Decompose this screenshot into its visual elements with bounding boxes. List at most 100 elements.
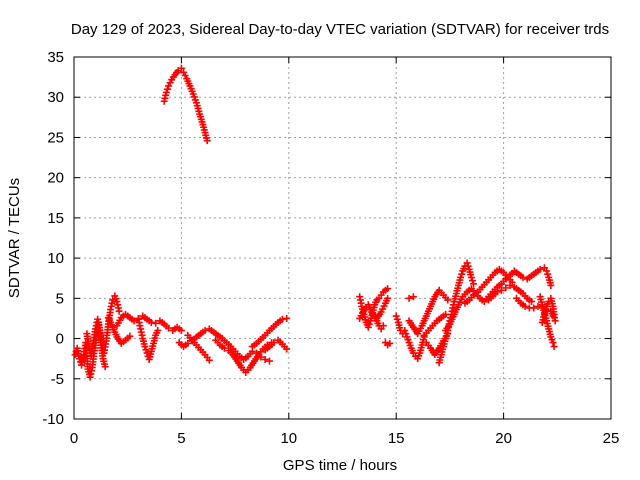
series-right-c (371, 312, 387, 333)
data-point-marker (152, 319, 160, 327)
data-point-marker (467, 273, 475, 281)
data-point-marker (201, 327, 209, 335)
data-point-marker (126, 332, 134, 340)
data-point-marker (536, 265, 544, 273)
data-point-marker (470, 280, 478, 288)
data-point-marker (283, 314, 291, 322)
series-peak-arc (160, 64, 211, 145)
data-point-marker (261, 355, 269, 363)
data-point-marker (270, 339, 278, 347)
data-point-marker (365, 320, 373, 328)
x-tick-label: 15 (388, 430, 405, 447)
data-point-marker (444, 296, 452, 304)
data-point-marker (497, 286, 505, 294)
data-point-marker (115, 307, 123, 315)
y-tick-label: 15 (47, 210, 64, 227)
data-point-marker (493, 288, 501, 296)
data-point-marker (502, 284, 510, 292)
y-tick-label: 30 (47, 89, 64, 106)
y-tick-labels: -10 -5 0 5 10 15 20 25 30 35 (42, 49, 64, 428)
data-point-marker (278, 315, 286, 323)
data-point-marker (547, 281, 555, 289)
data-point-marker (464, 262, 472, 270)
data-point-marker (402, 330, 410, 338)
data-markers (71, 64, 559, 381)
y-tick-label: 20 (47, 170, 64, 187)
data-point-marker (143, 349, 151, 357)
y-tick-label: -5 (51, 371, 64, 388)
series-low-e (104, 314, 134, 347)
data-point-marker (409, 293, 417, 301)
x-tick-label: 25 (603, 430, 620, 447)
series-right-l (461, 265, 516, 307)
data-point-marker (458, 270, 466, 278)
data-point-marker (379, 322, 387, 330)
x-tick-label: 0 (70, 430, 78, 447)
data-point-marker (544, 270, 552, 278)
data-point-marker (109, 296, 117, 304)
series-low-c (113, 310, 185, 335)
data-point-marker (142, 346, 150, 354)
x-tick-label: 5 (177, 430, 185, 447)
data-point-marker (364, 323, 372, 331)
data-point-marker (203, 137, 211, 145)
series-right-h (420, 310, 450, 339)
y-tick-label: -10 (42, 411, 64, 428)
x-tick-labels: 0 5 10 15 20 25 (70, 430, 620, 447)
data-point-marker (392, 312, 400, 320)
data-point-marker (457, 273, 465, 281)
x-tick-label: 20 (495, 430, 512, 447)
data-point-marker (177, 327, 185, 335)
data-point-marker (101, 363, 109, 371)
data-point-marker (393, 315, 401, 323)
data-point-marker (165, 324, 173, 332)
data-point-marker (75, 355, 83, 363)
data-point-marker (177, 64, 185, 72)
axis-ticks (73, 56, 612, 420)
plot-frame (73, 56, 612, 420)
data-point-marker (163, 85, 171, 93)
data-point-marker (521, 302, 529, 310)
grid-lines (74, 57, 611, 419)
y-tick-label: 10 (47, 250, 64, 267)
data-point-marker (463, 259, 471, 267)
data-point-marker (265, 357, 273, 365)
series-right-q (538, 294, 559, 326)
data-point-marker (205, 356, 213, 364)
series-low-g (184, 331, 213, 364)
data-point-marker (141, 343, 149, 351)
y-tick-label: 5 (56, 290, 64, 307)
data-point-marker (283, 345, 291, 353)
data-point-marker (549, 339, 557, 347)
data-point-marker (506, 281, 514, 289)
data-point-marker (551, 317, 559, 325)
data-point-marker (71, 351, 79, 359)
series-low-j (261, 336, 291, 354)
series-low-h (212, 336, 276, 376)
series-right-k (442, 268, 518, 335)
data-point-marker (468, 277, 476, 285)
data-point-marker (384, 285, 392, 293)
data-point-marker (534, 302, 542, 310)
data-point-marker (220, 344, 228, 352)
data-point-marker (162, 88, 170, 96)
y-tick-label: 0 (56, 331, 64, 348)
data-point-marker (184, 339, 192, 347)
series-right-d (381, 339, 394, 349)
data-point-marker (550, 343, 558, 351)
data-point-marker (543, 267, 551, 275)
x-axis-label: GPS time / hours (283, 457, 397, 474)
data-point-marker (386, 339, 394, 347)
chart-title: Day 129 of 2023, Sidereal Day-to-day VTE… (71, 21, 609, 38)
series-low-d (134, 315, 162, 363)
data-point-marker (384, 294, 392, 302)
data-point-marker (405, 294, 413, 302)
data-point-marker (401, 327, 409, 335)
data-point-marker (528, 298, 536, 306)
y-axis-label: SDTVAR / TECUs (6, 178, 23, 298)
x-tick-label: 10 (280, 430, 297, 447)
data-point-marker (519, 273, 527, 281)
data-point-marker (154, 327, 162, 335)
series-right-g (405, 286, 452, 338)
